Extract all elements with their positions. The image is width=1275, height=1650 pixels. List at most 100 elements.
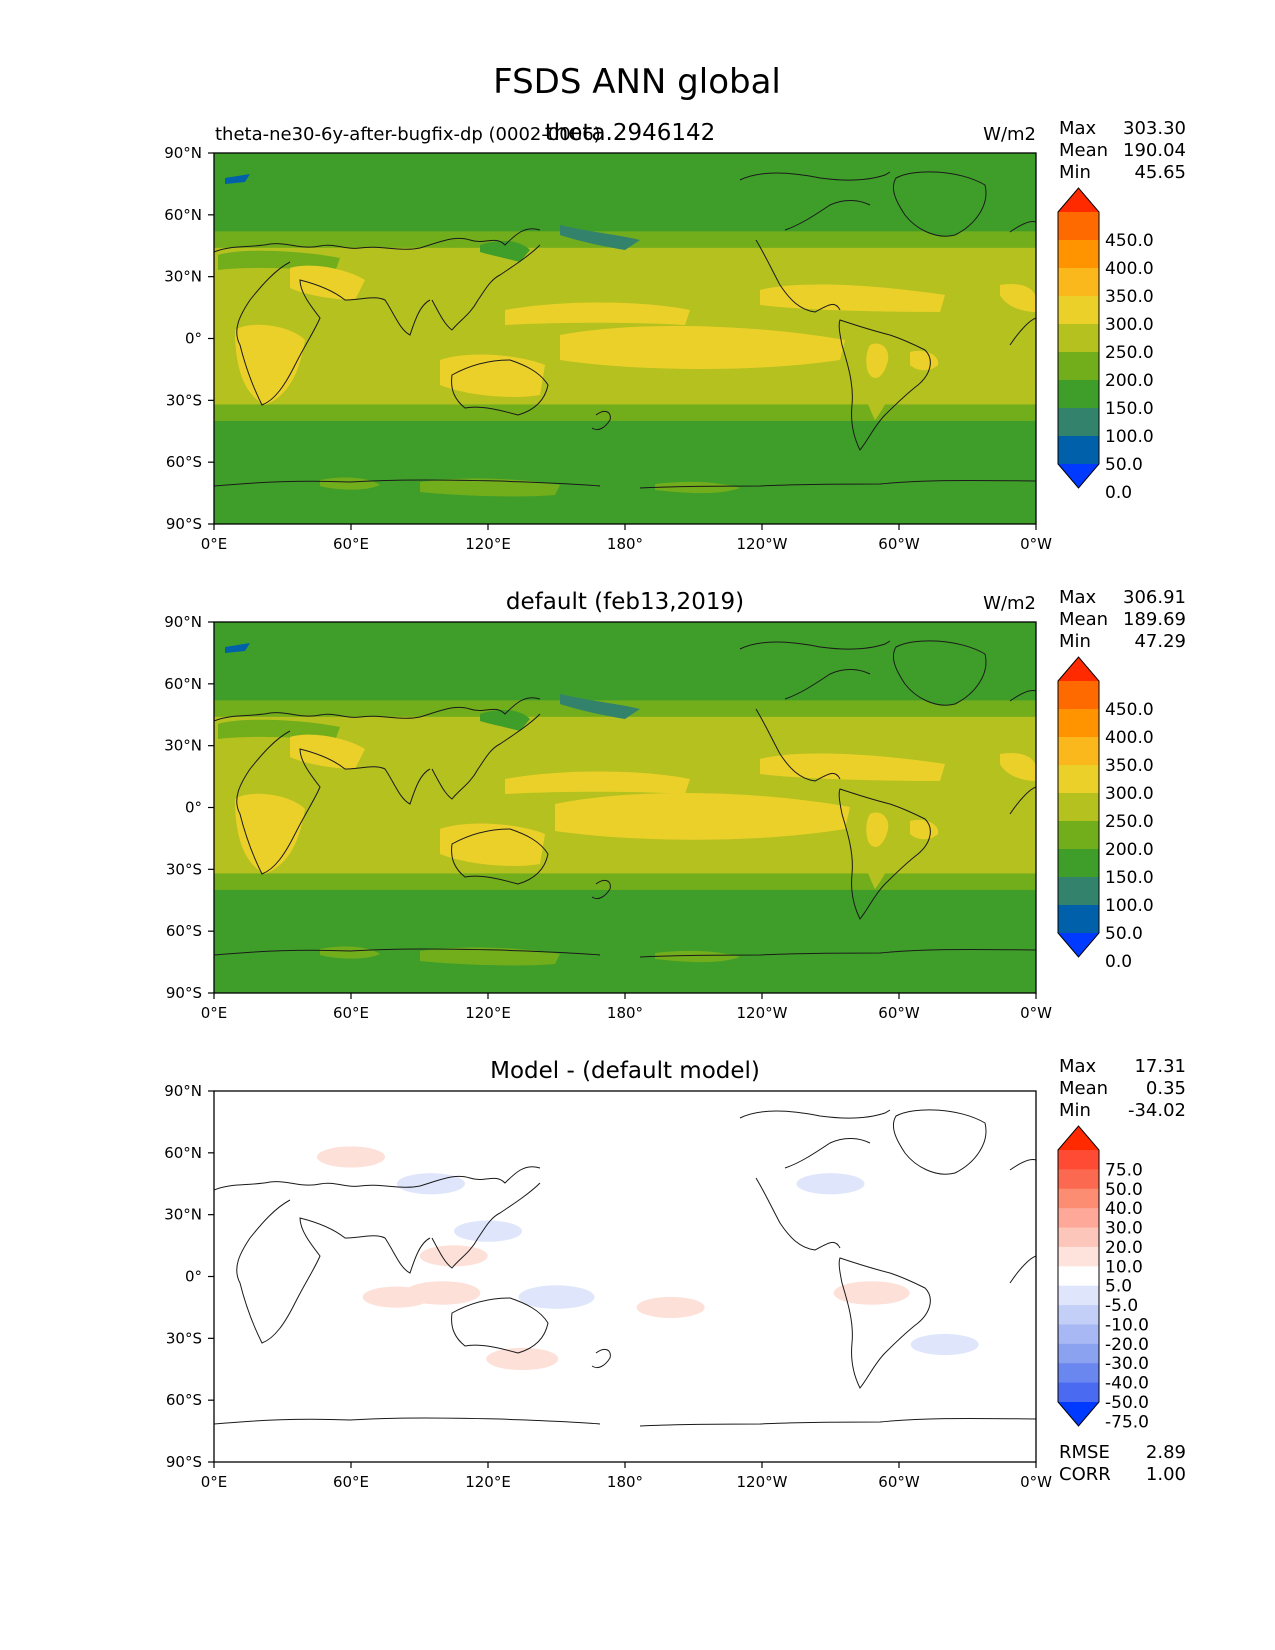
x-tick-label: 0°W	[1020, 1473, 1052, 1491]
panel-3: Model - (default model) 0°E 60°E 120°	[164, 1056, 1186, 1491]
panel-3-footer: RMSE 2.89 CORR 1.00	[1059, 1442, 1186, 1485]
colorbar-label: 100.0	[1105, 896, 1154, 916]
anomaly-patch	[454, 1220, 522, 1242]
panel-1-min: 45.65	[1134, 162, 1186, 183]
x-tick-label: 120°E	[465, 1473, 511, 1491]
colorbar-label: 200.0	[1105, 371, 1154, 391]
panel-1-map	[214, 153, 1036, 524]
field-band	[214, 922, 1036, 945]
colorbar-label: 50.0	[1105, 1180, 1143, 1200]
y-tick-label: 30°N	[164, 268, 202, 286]
x-tick-label: 120°E	[465, 1004, 511, 1022]
anomaly-patch	[486, 1347, 559, 1371]
colorbar-label: -75.0	[1105, 1412, 1149, 1432]
colorbar-extend-high	[1058, 188, 1099, 212]
colorbar-segment	[1058, 324, 1099, 353]
y-tick-label: 90°S	[166, 515, 202, 533]
panel-2-colorbar: 450.0 400.0 350.0 300.0 250.0 200.0 150.0 100.0…	[1057, 656, 1154, 972]
panel-3-corr-label: CORR	[1059, 1464, 1111, 1485]
colorbar-segment	[1058, 877, 1099, 906]
panel-3-mean: 0.35	[1146, 1078, 1186, 1099]
colorbar-segment	[1058, 240, 1099, 269]
y-tick-label: 60°N	[164, 1144, 202, 1162]
field-band	[214, 379, 1036, 405]
colorbar-segment	[1058, 821, 1099, 850]
colorbar-segment	[1058, 1343, 1099, 1364]
y-tick-label: 60°N	[164, 206, 202, 224]
x-tick-label: 0°E	[201, 1004, 228, 1022]
y-tick-label: 30°N	[164, 1206, 202, 1224]
x-tick-label: 120°E	[465, 535, 511, 553]
x-tick-label: 180°	[607, 1004, 643, 1022]
colorbar-segment	[1058, 1188, 1099, 1209]
panel-1-mean-label: Mean	[1059, 140, 1108, 161]
y-tick-label: 90°S	[166, 1453, 202, 1471]
panel-2-mean-label: Mean	[1059, 609, 1108, 630]
anomaly-patch	[362, 1286, 431, 1308]
panel-2-title-center: default (feb13,2019)	[506, 589, 744, 615]
panel-2-max-label: Max	[1059, 587, 1097, 608]
colorbar-segment	[1058, 212, 1099, 241]
y-tick-label: 0°	[185, 1268, 202, 1286]
panel-2-max: 306.91	[1123, 587, 1186, 608]
field-band	[214, 659, 1036, 681]
field-band	[214, 889, 1036, 907]
x-tick-label: 0°E	[201, 1473, 228, 1491]
anomaly-patch	[518, 1285, 595, 1309]
anomaly-patch	[910, 1333, 979, 1356]
panel-3-corr: 1.00	[1146, 1464, 1186, 1485]
colorbar-segment	[1058, 1246, 1099, 1267]
colorbar-segment	[1058, 1285, 1099, 1306]
panel-1: theta-ne30-6y-after-bugfix-dp (0002-0006…	[164, 118, 1186, 553]
panel-3-axes: 0°E 60°E 120°E 180° 120°W 60°W 0°W 90°N 60°N 30°N…	[164, 1082, 1052, 1491]
y-tick-label: 90°N	[164, 144, 202, 162]
colorbar-segment	[1058, 1169, 1099, 1190]
field-band	[214, 420, 1036, 438]
colorbar-label: 150.0	[1105, 868, 1154, 888]
y-tick-label: 0°	[185, 330, 202, 348]
panel-2: default (feb13,2019) W/m2	[164, 587, 1186, 1022]
colorbar-label: -30.0	[1105, 1354, 1149, 1374]
field-band	[214, 190, 1036, 212]
anomaly-patch	[833, 1281, 910, 1305]
colorbar-segment	[1058, 436, 1099, 465]
colorbar-label: -10.0	[1105, 1315, 1149, 1335]
panel-2-axes: 0°E 60°E 120°E 180° 120°W 60°W 0°W 90°N 60°N 30°N…	[164, 613, 1052, 1022]
x-tick-label: 180°	[607, 1473, 643, 1491]
x-tick-label: 60°W	[878, 1004, 920, 1022]
colorbar-segment	[1058, 905, 1099, 934]
panel-1-mean: 190.04	[1123, 140, 1186, 161]
field-band	[214, 716, 1036, 734]
panel-3-field	[317, 1146, 979, 1371]
colorbar-label: 400.0	[1105, 259, 1154, 279]
colorbar-extend-high	[1058, 657, 1099, 681]
colorbar-segment	[1058, 849, 1099, 878]
colorbar-segment	[1058, 1363, 1099, 1384]
colorbar-label: 0.0	[1105, 952, 1132, 972]
colorbar-label: 50.0	[1105, 924, 1143, 944]
colorbar-segment	[1058, 1305, 1099, 1325]
field-band	[214, 828, 1036, 850]
field-band	[214, 848, 1036, 874]
anomaly-patch	[796, 1173, 865, 1195]
colorbar-segment	[1058, 1324, 1099, 1345]
panel-1-stats: Max 303.30 Mean 190.04 Min 45.65	[1059, 118, 1186, 183]
x-tick-label: 60°W	[878, 1473, 920, 1491]
colorbar-label: 450.0	[1105, 231, 1154, 251]
field-band	[214, 733, 1036, 751]
colorbar-label: -50.0	[1105, 1393, 1149, 1413]
panel-2-map	[214, 622, 1036, 993]
x-tick-label: 0°W	[1020, 535, 1052, 553]
field-band	[214, 404, 1036, 422]
y-tick-label: 60°S	[166, 922, 202, 940]
colorbar-extend-high	[1058, 1126, 1099, 1150]
panel-3-rmse-label: RMSE	[1059, 1442, 1110, 1463]
colorbar-segment	[1058, 1382, 1099, 1403]
panel-3-max: 17.31	[1134, 1056, 1186, 1077]
colorbar-label: 0.0	[1105, 483, 1132, 503]
colorbar-segment	[1058, 793, 1099, 822]
colorbar-extend-low	[1058, 1402, 1099, 1426]
panel-1-units: W/m2	[983, 124, 1036, 145]
panel-3-colorbar: 75.050.040.030.020.010.05.0-5.0-10.0-20.…	[1057, 1125, 1149, 1432]
colorbar-label: 350.0	[1105, 287, 1154, 307]
